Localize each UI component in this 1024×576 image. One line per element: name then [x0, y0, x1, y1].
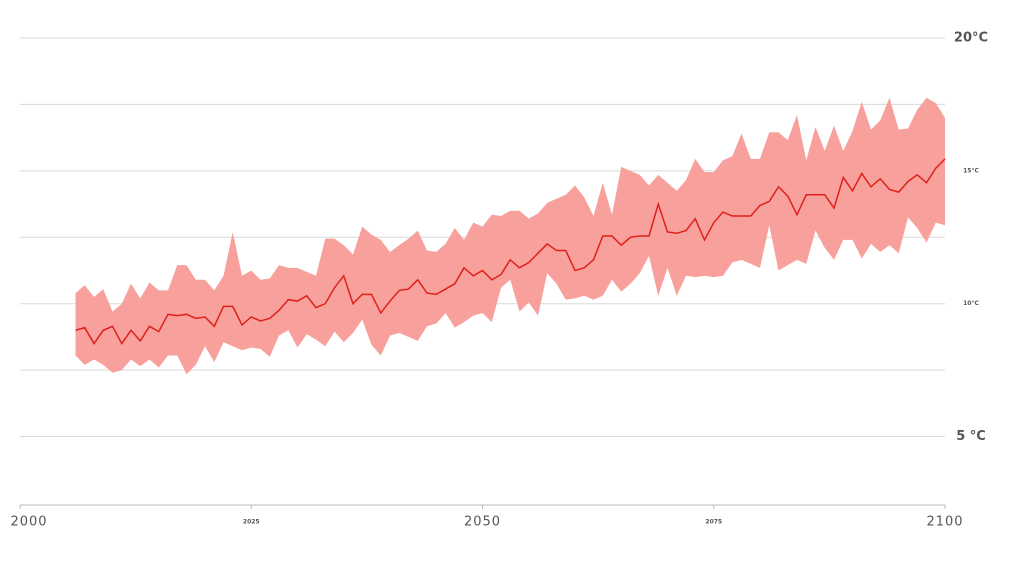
x-tick-label: 2075	[705, 519, 722, 526]
x-tick-label: 2025	[243, 519, 260, 526]
y-tick-label: 10°C	[963, 300, 979, 307]
y-tick-label: 5 °C	[956, 429, 986, 444]
mean-line	[75, 158, 946, 345]
x-tick-label: 2100	[926, 515, 963, 530]
range-band	[75, 97, 945, 375]
x-tick-label: 2000	[10, 515, 47, 530]
x-tick-label: 2050	[464, 515, 501, 530]
y-tick-label: 20°C	[954, 30, 988, 45]
y-tick-label: 15°C	[963, 167, 979, 174]
